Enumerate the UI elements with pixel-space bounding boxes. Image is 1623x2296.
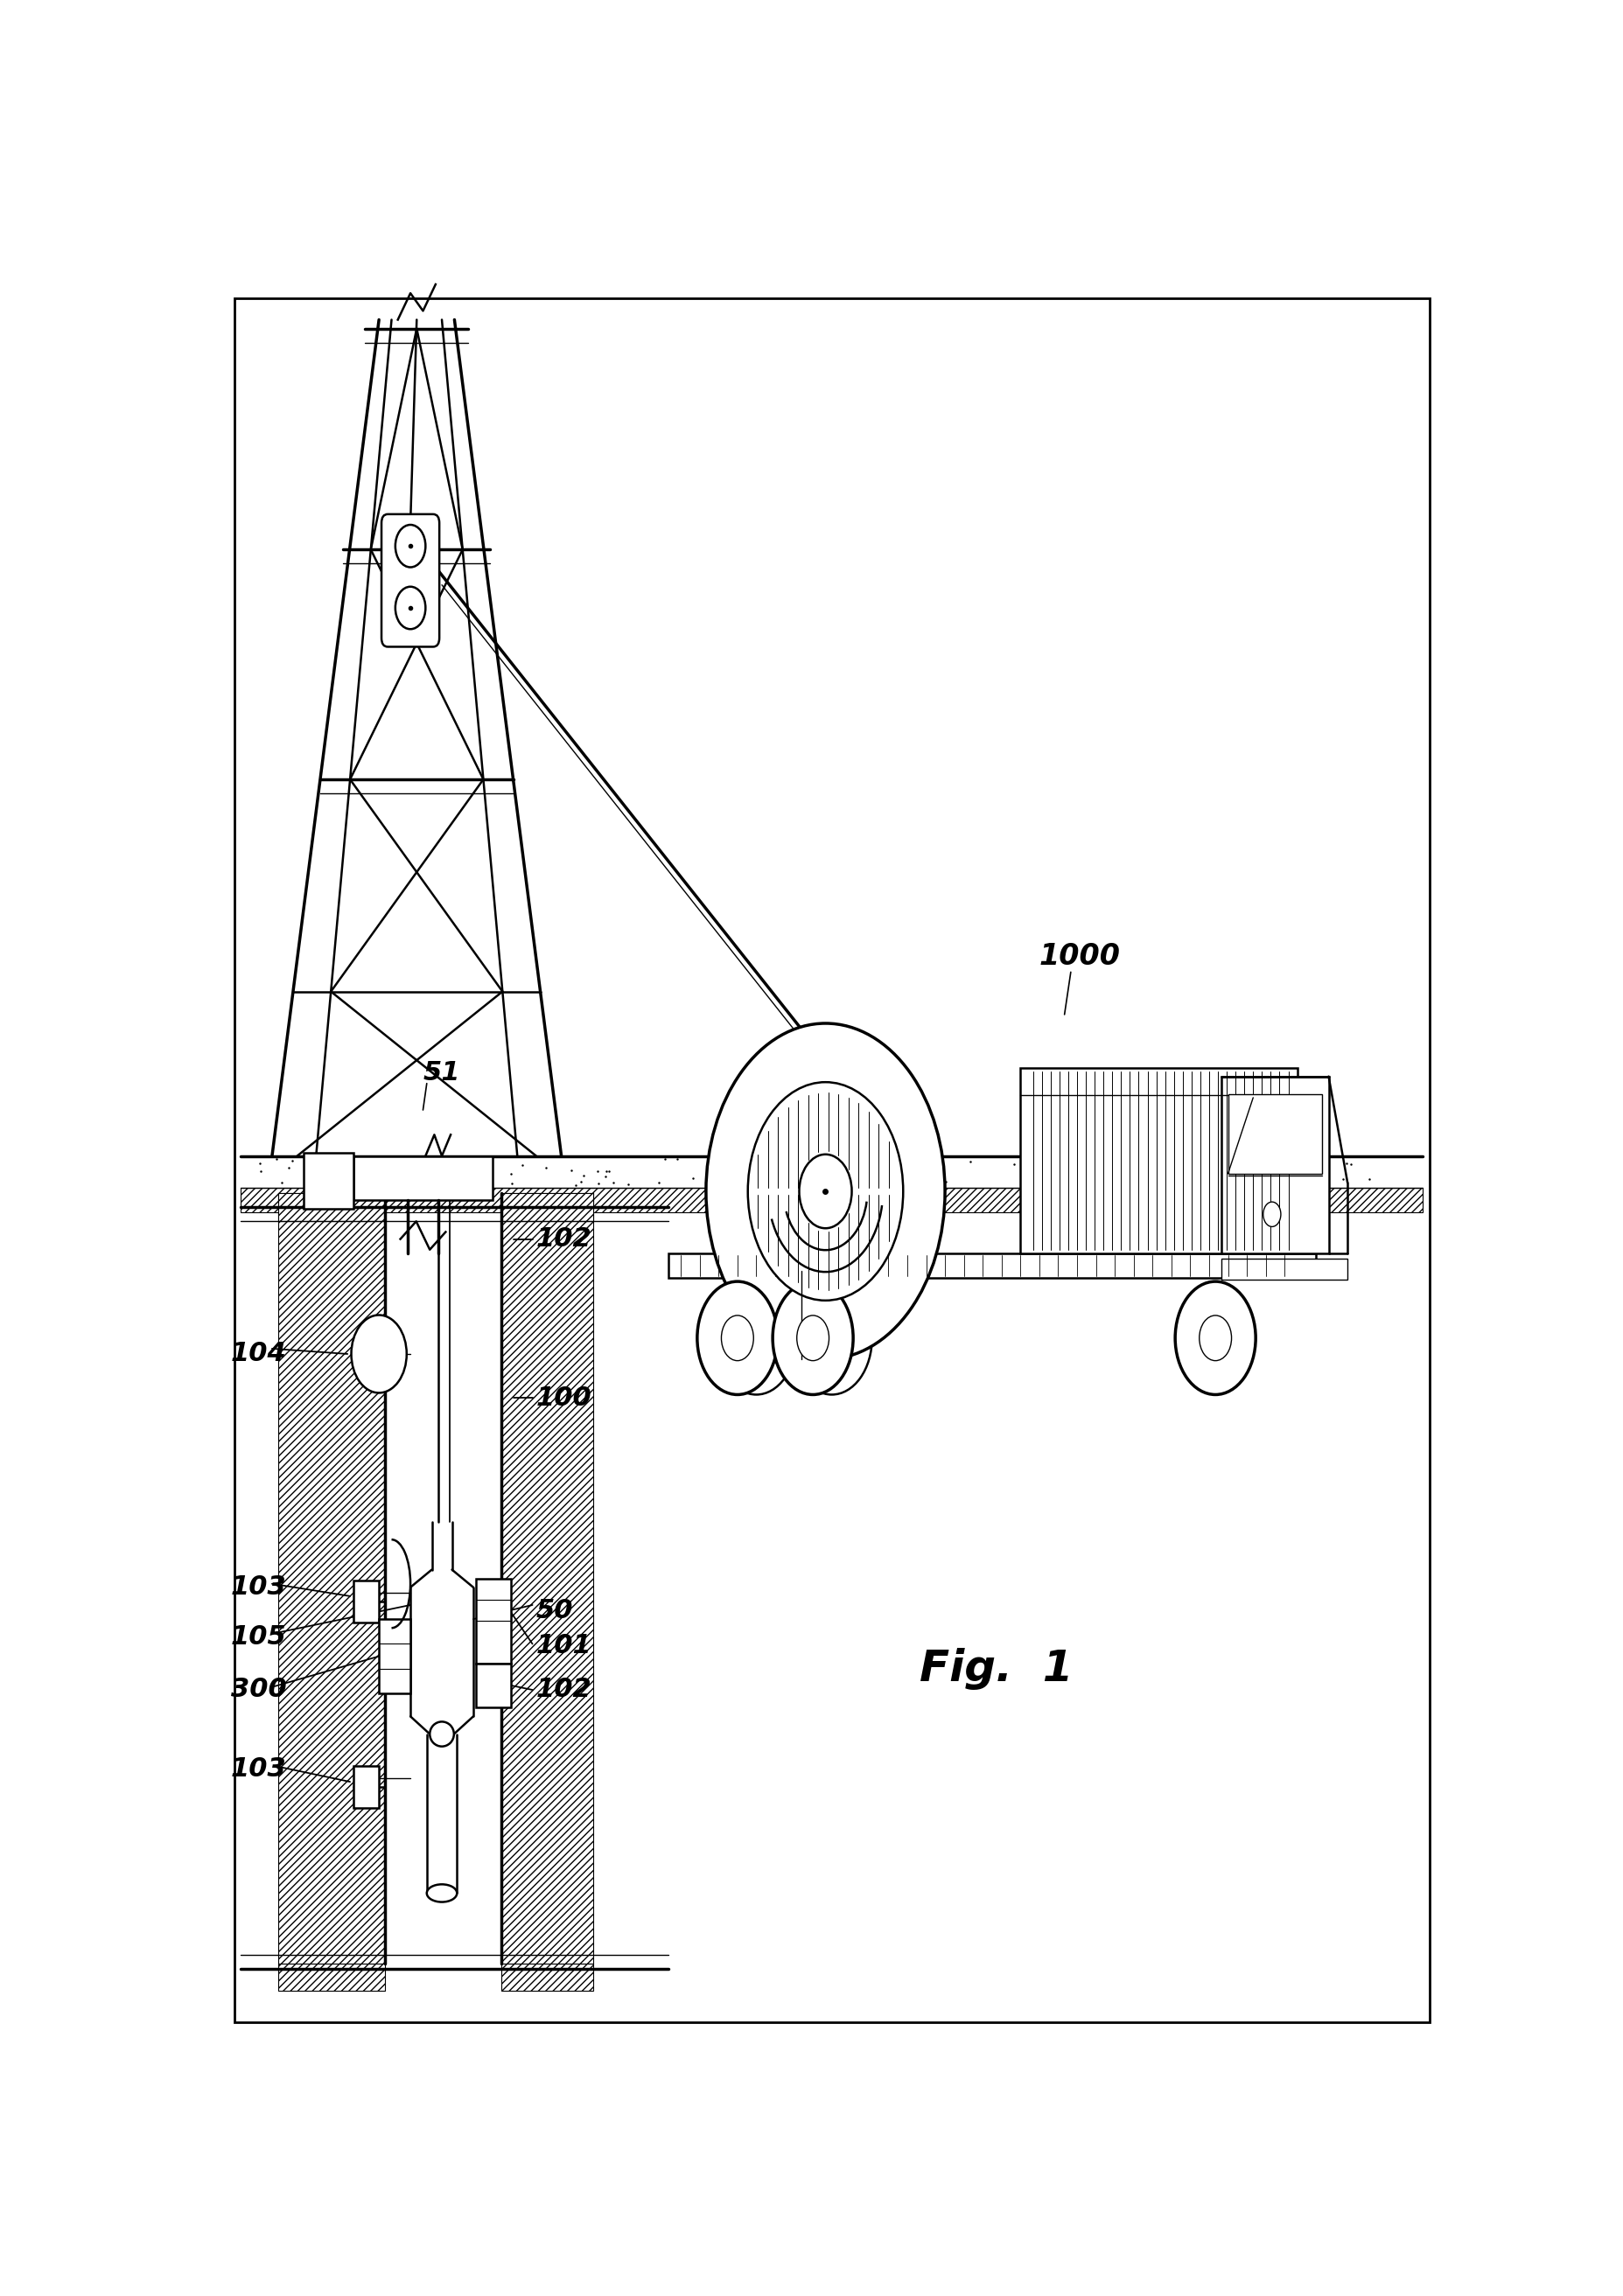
Bar [1021,1068,1297,1254]
Bar [304,1153,354,1210]
Circle shape [706,1024,945,1359]
Circle shape [698,1281,777,1394]
Circle shape [773,1281,854,1394]
Circle shape [396,588,425,629]
Text: Fig.  1: Fig. 1 [920,1649,1073,1690]
Bar [476,1577,511,1662]
Bar [354,1580,380,1623]
Text: 103: 103 [230,1756,286,1782]
Circle shape [396,526,425,567]
Text: 105: 105 [230,1623,286,1649]
Text: 103: 103 [230,1575,286,1600]
Bar [380,1619,411,1694]
Bar [502,1194,592,1963]
Text: 300: 300 [230,1676,286,1704]
Bar [240,1187,1423,1212]
Circle shape [1263,1201,1281,1226]
Bar [502,1194,592,1221]
Bar [354,1155,492,1201]
Ellipse shape [427,1885,458,1901]
Circle shape [721,1316,753,1362]
Circle shape [351,1316,407,1394]
Text: 1000: 1000 [1039,941,1121,971]
Bar [279,1194,385,1221]
Bar [476,1662,511,1708]
Bar [1222,1077,1329,1254]
Text: 51: 51 [424,1061,461,1086]
Text: 102: 102 [536,1226,592,1251]
Bar [1229,1095,1323,1173]
Text: 102: 102 [536,1676,592,1704]
Text: 101: 101 [536,1632,592,1658]
Bar [1222,1258,1347,1279]
Circle shape [799,1155,852,1228]
Bar [354,1766,380,1809]
Text: 104: 104 [230,1341,286,1366]
Circle shape [1199,1316,1232,1362]
Text: 100: 100 [536,1384,592,1410]
Ellipse shape [430,1722,454,1747]
Bar [279,1963,385,1991]
Bar [669,1254,1316,1279]
FancyBboxPatch shape [381,514,440,647]
Text: 50: 50 [536,1598,573,1623]
Circle shape [748,1081,902,1300]
Bar [502,1963,592,1991]
Circle shape [797,1316,829,1362]
Circle shape [1175,1281,1256,1394]
Bar [279,1194,385,1963]
